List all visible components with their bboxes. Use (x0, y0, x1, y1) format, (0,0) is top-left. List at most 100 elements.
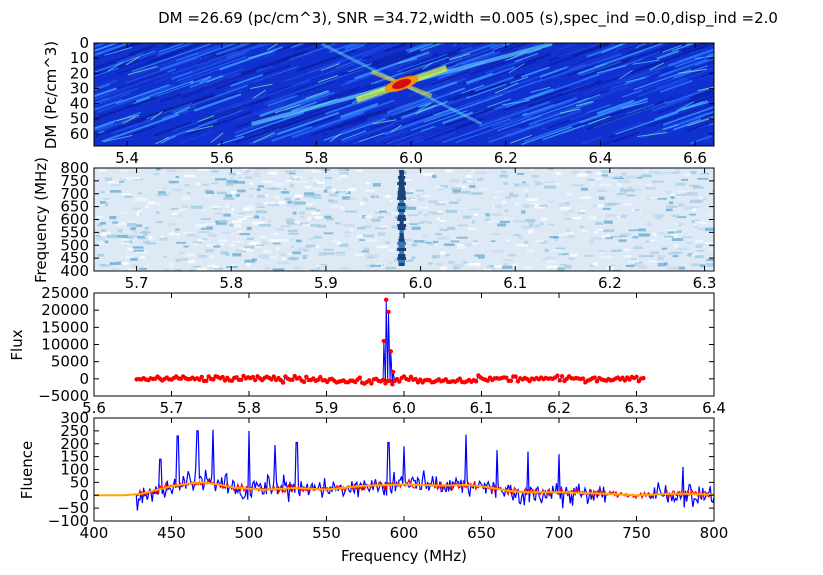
y-tick-label: 10000 (41, 336, 89, 354)
flux-point (357, 375, 363, 380)
y-tick-label: 550 (60, 223, 89, 241)
flux-point (220, 374, 225, 380)
flux-point (383, 297, 389, 303)
x-tick-label: 6.0 (409, 274, 433, 292)
flux-point (386, 309, 391, 315)
x-tick-label: 400 (80, 524, 109, 542)
dm-x-ticks: 5.4 5.6 5.8 6.0 6.2 6.4 6.6 (115, 43, 707, 167)
x-tick-label: 600 (390, 524, 419, 542)
flux-point (580, 376, 586, 381)
dm-ylabel: DM (Pc/cm^3) (42, 41, 60, 149)
fluence-smooth-line (94, 481, 714, 497)
x-tick-label: 700 (545, 524, 574, 542)
x-tick-label: 800 (700, 524, 729, 542)
flux-point (239, 377, 244, 382)
spectrum-heatmap-texture (95, 168, 714, 271)
dynamic-spectrum-panel: 5.7 5.8 5.9 6.0 6.1 6.2 6.3 400450500550600650… (32, 157, 717, 292)
x-tick-label: 6.4 (588, 149, 612, 167)
y-tick-label: 100 (60, 461, 89, 479)
flux-point (592, 375, 597, 380)
y-tick-label: 25000 (41, 284, 89, 302)
x-tick-label: 5.6 (210, 149, 234, 167)
flux-point (280, 380, 286, 385)
flux-point (594, 379, 600, 384)
y-tick-label: 15000 (41, 318, 89, 336)
flux-point (204, 378, 209, 384)
x-tick-label: 6.0 (399, 149, 423, 167)
flux-points (134, 297, 646, 387)
flux-point (271, 374, 276, 379)
y-tick-label: 0 (79, 34, 89, 52)
flux-point (504, 375, 509, 380)
flux-point (387, 378, 393, 383)
y-tick-label: 20000 (41, 301, 89, 319)
x-tick-label: 550 (312, 524, 341, 542)
x-tick-label: 6.6 (683, 149, 707, 167)
flux-point (199, 374, 204, 380)
x-tick-label: 5.7 (125, 274, 149, 292)
y-tick-label: 700 (60, 185, 89, 203)
y-tick-label: 0 (79, 486, 89, 504)
y-tick-label: 30 (70, 79, 89, 97)
flux-point (485, 378, 490, 383)
fluence-x-ticks: 400 450 500 550 600 650 700 750 800 (80, 418, 729, 542)
x-tick-label: 5.6 (82, 399, 106, 417)
x-tick-label: 5.8 (305, 149, 329, 167)
x-tick-label: 5.4 (115, 149, 139, 167)
x-tick-label: 6.3 (693, 274, 717, 292)
dm-panel-frame (93, 42, 715, 147)
x-tick-label: 6.2 (547, 399, 571, 417)
x-tick-label: 6.2 (598, 274, 622, 292)
spectrum-ylabel: Frequency (MHz) (32, 157, 50, 283)
spectrum-x-ticks: 5.7 5.8 5.9 6.0 6.1 6.2 6.3 (125, 168, 717, 292)
spectrum-heatmap-burst (397, 170, 407, 266)
time-series-panel: 5.6 5.7 5.8 5.9 6.0 6.1 6.2 6.3 6.4 −50000500010… (8, 284, 726, 417)
y-tick-label: 400 (60, 262, 89, 280)
x-tick-label: 5.9 (315, 399, 339, 417)
flux-x-ticks: 5.6 5.7 5.8 5.9 6.0 6.1 6.2 6.3 6.4 (82, 293, 726, 417)
fluence-xlabel: Frequency (MHz) (341, 547, 467, 565)
x-tick-label: 750 (622, 524, 651, 542)
y-tick-label: −5000 (38, 387, 89, 405)
x-tick-label: 6.2 (494, 149, 518, 167)
y-tick-label: 650 (60, 198, 89, 216)
x-tick-label: 6.1 (470, 399, 494, 417)
flux-point (634, 374, 639, 380)
y-tick-label: 50 (70, 110, 89, 128)
flux-point (318, 374, 323, 380)
x-tick-label: 6.3 (625, 399, 649, 417)
flux-point (381, 338, 387, 344)
spectrum-panel: 400 450 500 550 600 650 700 750 800 −100−5005010… (18, 409, 728, 565)
y-tick-label: −50 (57, 499, 89, 517)
y-tick-label: 600 (60, 211, 89, 229)
flux-point (557, 378, 562, 383)
y-tick-label: 500 (60, 236, 89, 254)
x-tick-label: 450 (157, 524, 186, 542)
x-tick-label: 650 (467, 524, 496, 542)
x-tick-label: 5.7 (160, 399, 184, 417)
flux-point (457, 376, 462, 381)
flux-point (304, 374, 309, 380)
flux-point (473, 379, 479, 384)
y-tick-label: 450 (60, 249, 89, 267)
y-tick-label: 10 (70, 49, 89, 67)
flux-ylabel: Flux (8, 329, 26, 360)
flux-point (513, 374, 518, 379)
flux-point (380, 377, 386, 383)
y-tick-label: 200 (60, 435, 89, 453)
x-tick-label: 5.9 (314, 274, 338, 292)
y-tick-label: 250 (60, 422, 89, 440)
fluence-plot-background (94, 418, 714, 521)
y-tick-label: 300 (60, 409, 89, 427)
x-tick-label: 5.8 (237, 399, 261, 417)
y-tick-label: 20 (70, 64, 89, 82)
flux-point (413, 376, 418, 382)
flux-point (211, 377, 216, 382)
x-tick-label: 6.0 (392, 399, 416, 417)
flux-point (388, 349, 394, 354)
